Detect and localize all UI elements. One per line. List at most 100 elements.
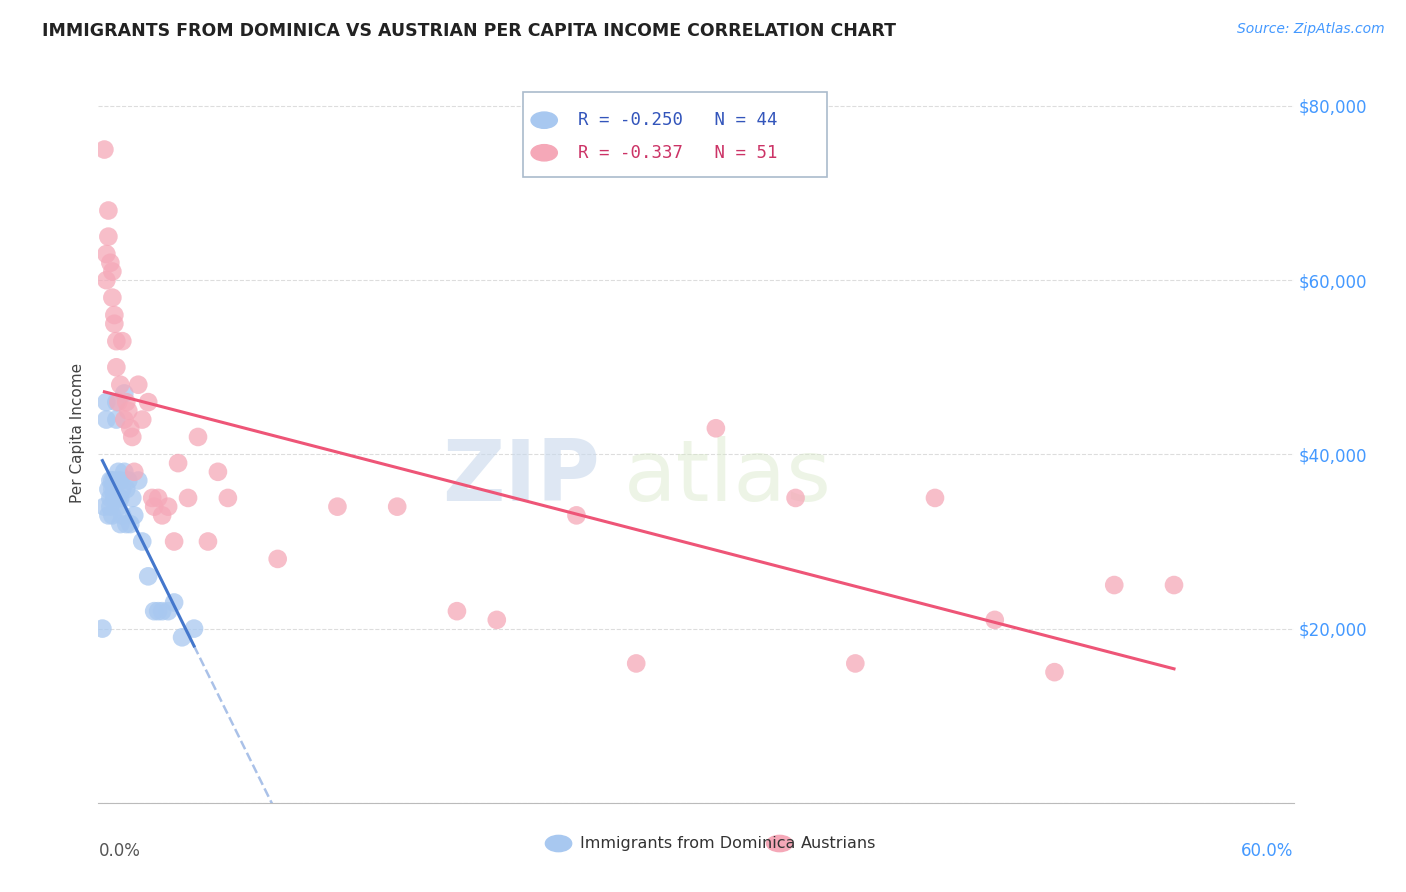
Point (183, 622, 205, 636)
Circle shape (531, 112, 557, 128)
Point (157, 604, 180, 618)
Point (143, 604, 166, 618)
Text: IMMIGRANTS FROM DOMINICA VS AUSTRIAN PER CAPITA INCOME CORRELATION CHART: IMMIGRANTS FROM DOMINICA VS AUSTRIAN PER… (42, 22, 896, 40)
Circle shape (546, 836, 572, 852)
Point (97, 229, 120, 244)
Point (121, 430, 143, 444)
Point (172, 630, 194, 644)
Text: Source: ZipAtlas.com: Source: ZipAtlas.com (1237, 22, 1385, 37)
Point (93, 143, 115, 157)
Circle shape (531, 145, 557, 161)
Point (105, 412, 128, 426)
Point (112, 386, 135, 401)
Point (112, 465, 135, 479)
Point (485, 613, 508, 627)
Point (131, 534, 153, 549)
Point (111, 334, 134, 348)
Point (91, 622, 114, 636)
Point (124, 465, 146, 479)
Point (96, 247, 118, 261)
Point (115, 482, 138, 496)
Point (107, 500, 129, 514)
Point (565, 508, 588, 523)
Text: R = -0.250   N = 44: R = -0.250 N = 44 (578, 112, 778, 129)
Point (98, 474, 122, 488)
Point (127, 474, 149, 488)
Point (1104, 578, 1126, 592)
Point (785, 491, 807, 505)
Point (97, 482, 120, 496)
Point (110, 491, 132, 505)
Point (105, 395, 128, 409)
Point (326, 500, 349, 514)
Point (148, 604, 170, 618)
Point (984, 613, 1007, 627)
Point (101, 474, 124, 488)
Point (105, 360, 128, 375)
Point (136, 395, 159, 409)
Point (107, 395, 129, 409)
Point (96, 412, 118, 426)
Point (98, 256, 122, 270)
Point (98, 500, 122, 514)
Circle shape (766, 836, 793, 852)
Point (107, 465, 129, 479)
Point (97, 203, 120, 218)
Point (131, 412, 153, 426)
Point (446, 604, 468, 618)
Point (844, 657, 866, 671)
Point (385, 500, 409, 514)
Point (93, 500, 115, 514)
Text: Austrians: Austrians (801, 836, 876, 851)
Point (120, 421, 142, 435)
Y-axis label: Per Capita Income: Per Capita Income (70, 362, 86, 503)
Point (117, 474, 139, 488)
Text: R = -0.337   N = 51: R = -0.337 N = 51 (578, 144, 778, 161)
Point (143, 500, 166, 514)
Text: Immigrants from Dominica: Immigrants from Dominica (581, 836, 796, 851)
Point (217, 491, 239, 505)
Point (267, 552, 290, 566)
Point (110, 474, 132, 488)
Point (187, 430, 209, 444)
Point (107, 491, 129, 505)
Text: 0.0%: 0.0% (98, 842, 141, 860)
Text: 60.0%: 60.0% (1241, 842, 1294, 860)
Point (626, 657, 648, 671)
Point (107, 474, 129, 488)
Point (96, 395, 118, 409)
Point (115, 395, 138, 409)
Point (101, 508, 124, 523)
Point (101, 264, 124, 278)
Point (97, 508, 120, 523)
Point (150, 508, 173, 523)
Point (117, 404, 139, 418)
Point (167, 456, 190, 470)
Point (101, 291, 124, 305)
Point (127, 377, 149, 392)
Text: ZIP: ZIP (443, 435, 600, 518)
Point (120, 517, 142, 532)
Point (98, 491, 122, 505)
Point (103, 308, 125, 322)
Point (101, 482, 124, 496)
Point (163, 534, 186, 549)
Point (103, 317, 125, 331)
Point (157, 500, 180, 514)
Point (110, 377, 132, 392)
Point (1163, 578, 1185, 592)
Point (110, 517, 132, 532)
Point (163, 595, 186, 609)
Point (112, 412, 135, 426)
Point (177, 491, 200, 505)
Point (96, 273, 118, 287)
FancyBboxPatch shape (523, 92, 827, 178)
Point (704, 421, 727, 435)
Point (150, 604, 173, 618)
Point (124, 508, 146, 523)
Point (111, 482, 134, 496)
Point (115, 517, 138, 532)
Point (103, 474, 125, 488)
Point (103, 482, 125, 496)
Point (148, 491, 170, 505)
